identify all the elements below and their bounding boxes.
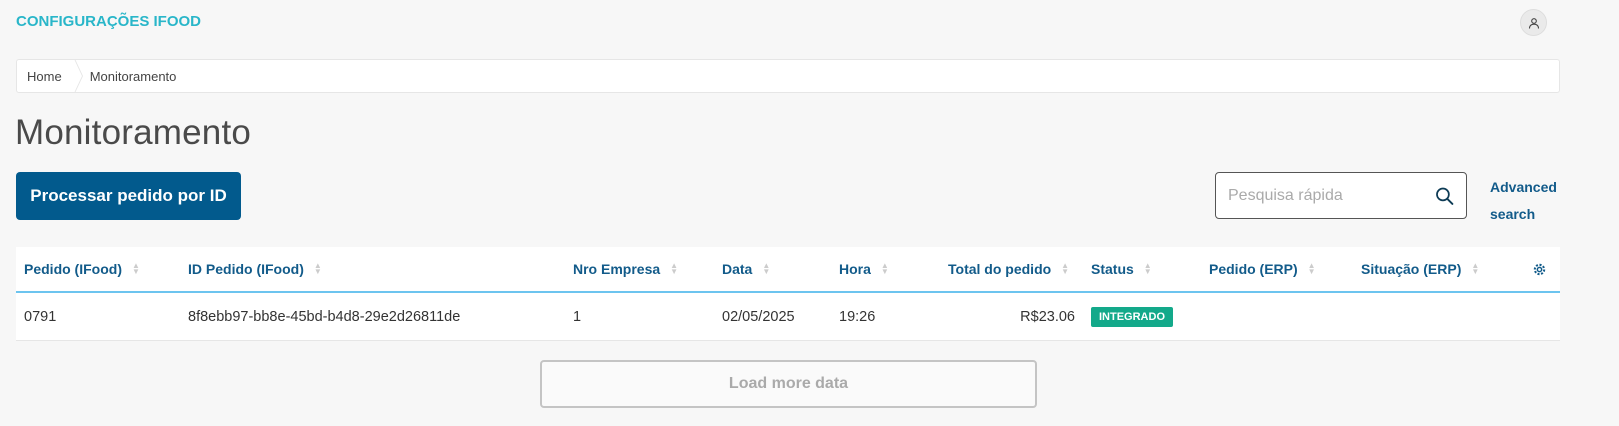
table-row[interactable]: 0791 8f8ebb97-bb8e-45bd-b4d8-29e2d26811d… bbox=[16, 293, 1560, 341]
col-nro-empresa[interactable]: Nro Empresa ▲ ▼ bbox=[573, 261, 679, 277]
sort-icon: ▲ ▼ bbox=[313, 261, 322, 276]
col-id-pedido[interactable]: ID Pedido (IFood) ▲ ▼ bbox=[188, 261, 322, 277]
col-situacao-erp[interactable]: Situação (ERP) ▲ ▼ bbox=[1361, 261, 1480, 277]
user-icon bbox=[1528, 17, 1539, 29]
sort-icon: ▲ ▼ bbox=[131, 261, 140, 276]
cell-hora: 19:26 bbox=[839, 308, 876, 325]
search-icon[interactable] bbox=[1435, 184, 1454, 208]
col-hora[interactable]: Hora ▲ ▼ bbox=[839, 261, 889, 277]
table-header: Pedido (IFood) ▲ ▼ ID Pedido (IFood) ▲ ▼ Nro… bbox=[16, 247, 1560, 293]
sort-icon: ▲ ▼ bbox=[1143, 261, 1152, 276]
breadcrumb: Home Monitoramento bbox=[16, 59, 1560, 93]
sort-icon: ▲ ▼ bbox=[762, 261, 771, 276]
status-badge: INTEGRADO bbox=[1091, 306, 1173, 327]
cell-data: 02/05/2025 bbox=[722, 308, 795, 325]
orders-table: Pedido (IFood) ▲ ▼ ID Pedido (IFood) ▲ ▼ Nro… bbox=[16, 247, 1560, 341]
breadcrumb-separator bbox=[72, 59, 82, 93]
load-more-button[interactable]: Load more data bbox=[540, 360, 1037, 408]
breadcrumb-current: Monitoramento bbox=[89, 68, 177, 84]
col-pedido-erp[interactable]: Pedido (ERP) ▲ ▼ bbox=[1209, 261, 1316, 277]
cell-total: R$23.06 bbox=[1020, 308, 1075, 325]
sort-icon: ▲ ▼ bbox=[1307, 261, 1316, 276]
cell-id: 8f8ebb97-bb8e-45bd-b4d8-29e2d26811de bbox=[188, 308, 461, 325]
col-total[interactable]: Total do pedido ▲ ▼ bbox=[948, 261, 1070, 277]
cell-empresa: 1 bbox=[573, 308, 582, 325]
col-pedido-ifood[interactable]: Pedido (IFood) ▲ ▼ bbox=[24, 261, 140, 277]
col-status[interactable]: Status ▲ ▼ bbox=[1091, 261, 1152, 277]
sort-icon: ▲ ▼ bbox=[1061, 261, 1070, 276]
sort-icon: ▲ ▼ bbox=[1471, 261, 1480, 276]
user-avatar[interactable] bbox=[1520, 9, 1547, 36]
col-data[interactable]: Data ▲ ▼ bbox=[722, 261, 771, 277]
gear-icon[interactable] bbox=[1532, 262, 1547, 277]
sort-icon: ▲ ▼ bbox=[670, 261, 679, 276]
app-title: CONFIGURAÇÕES IFOOD bbox=[16, 13, 202, 30]
cell-pedido: 0791 bbox=[24, 308, 57, 325]
search-input[interactable] bbox=[1228, 186, 1435, 205]
quick-search bbox=[1215, 172, 1467, 219]
column-settings[interactable] bbox=[1532, 247, 1547, 291]
process-order-button[interactable]: Processar pedido por ID bbox=[16, 172, 241, 220]
advanced-search-link[interactable]: Advanced search bbox=[1490, 179, 1557, 222]
breadcrumb-home[interactable]: Home bbox=[27, 68, 62, 84]
sort-icon: ▲ ▼ bbox=[880, 261, 889, 276]
page-title: Monitoramento bbox=[15, 113, 252, 152]
